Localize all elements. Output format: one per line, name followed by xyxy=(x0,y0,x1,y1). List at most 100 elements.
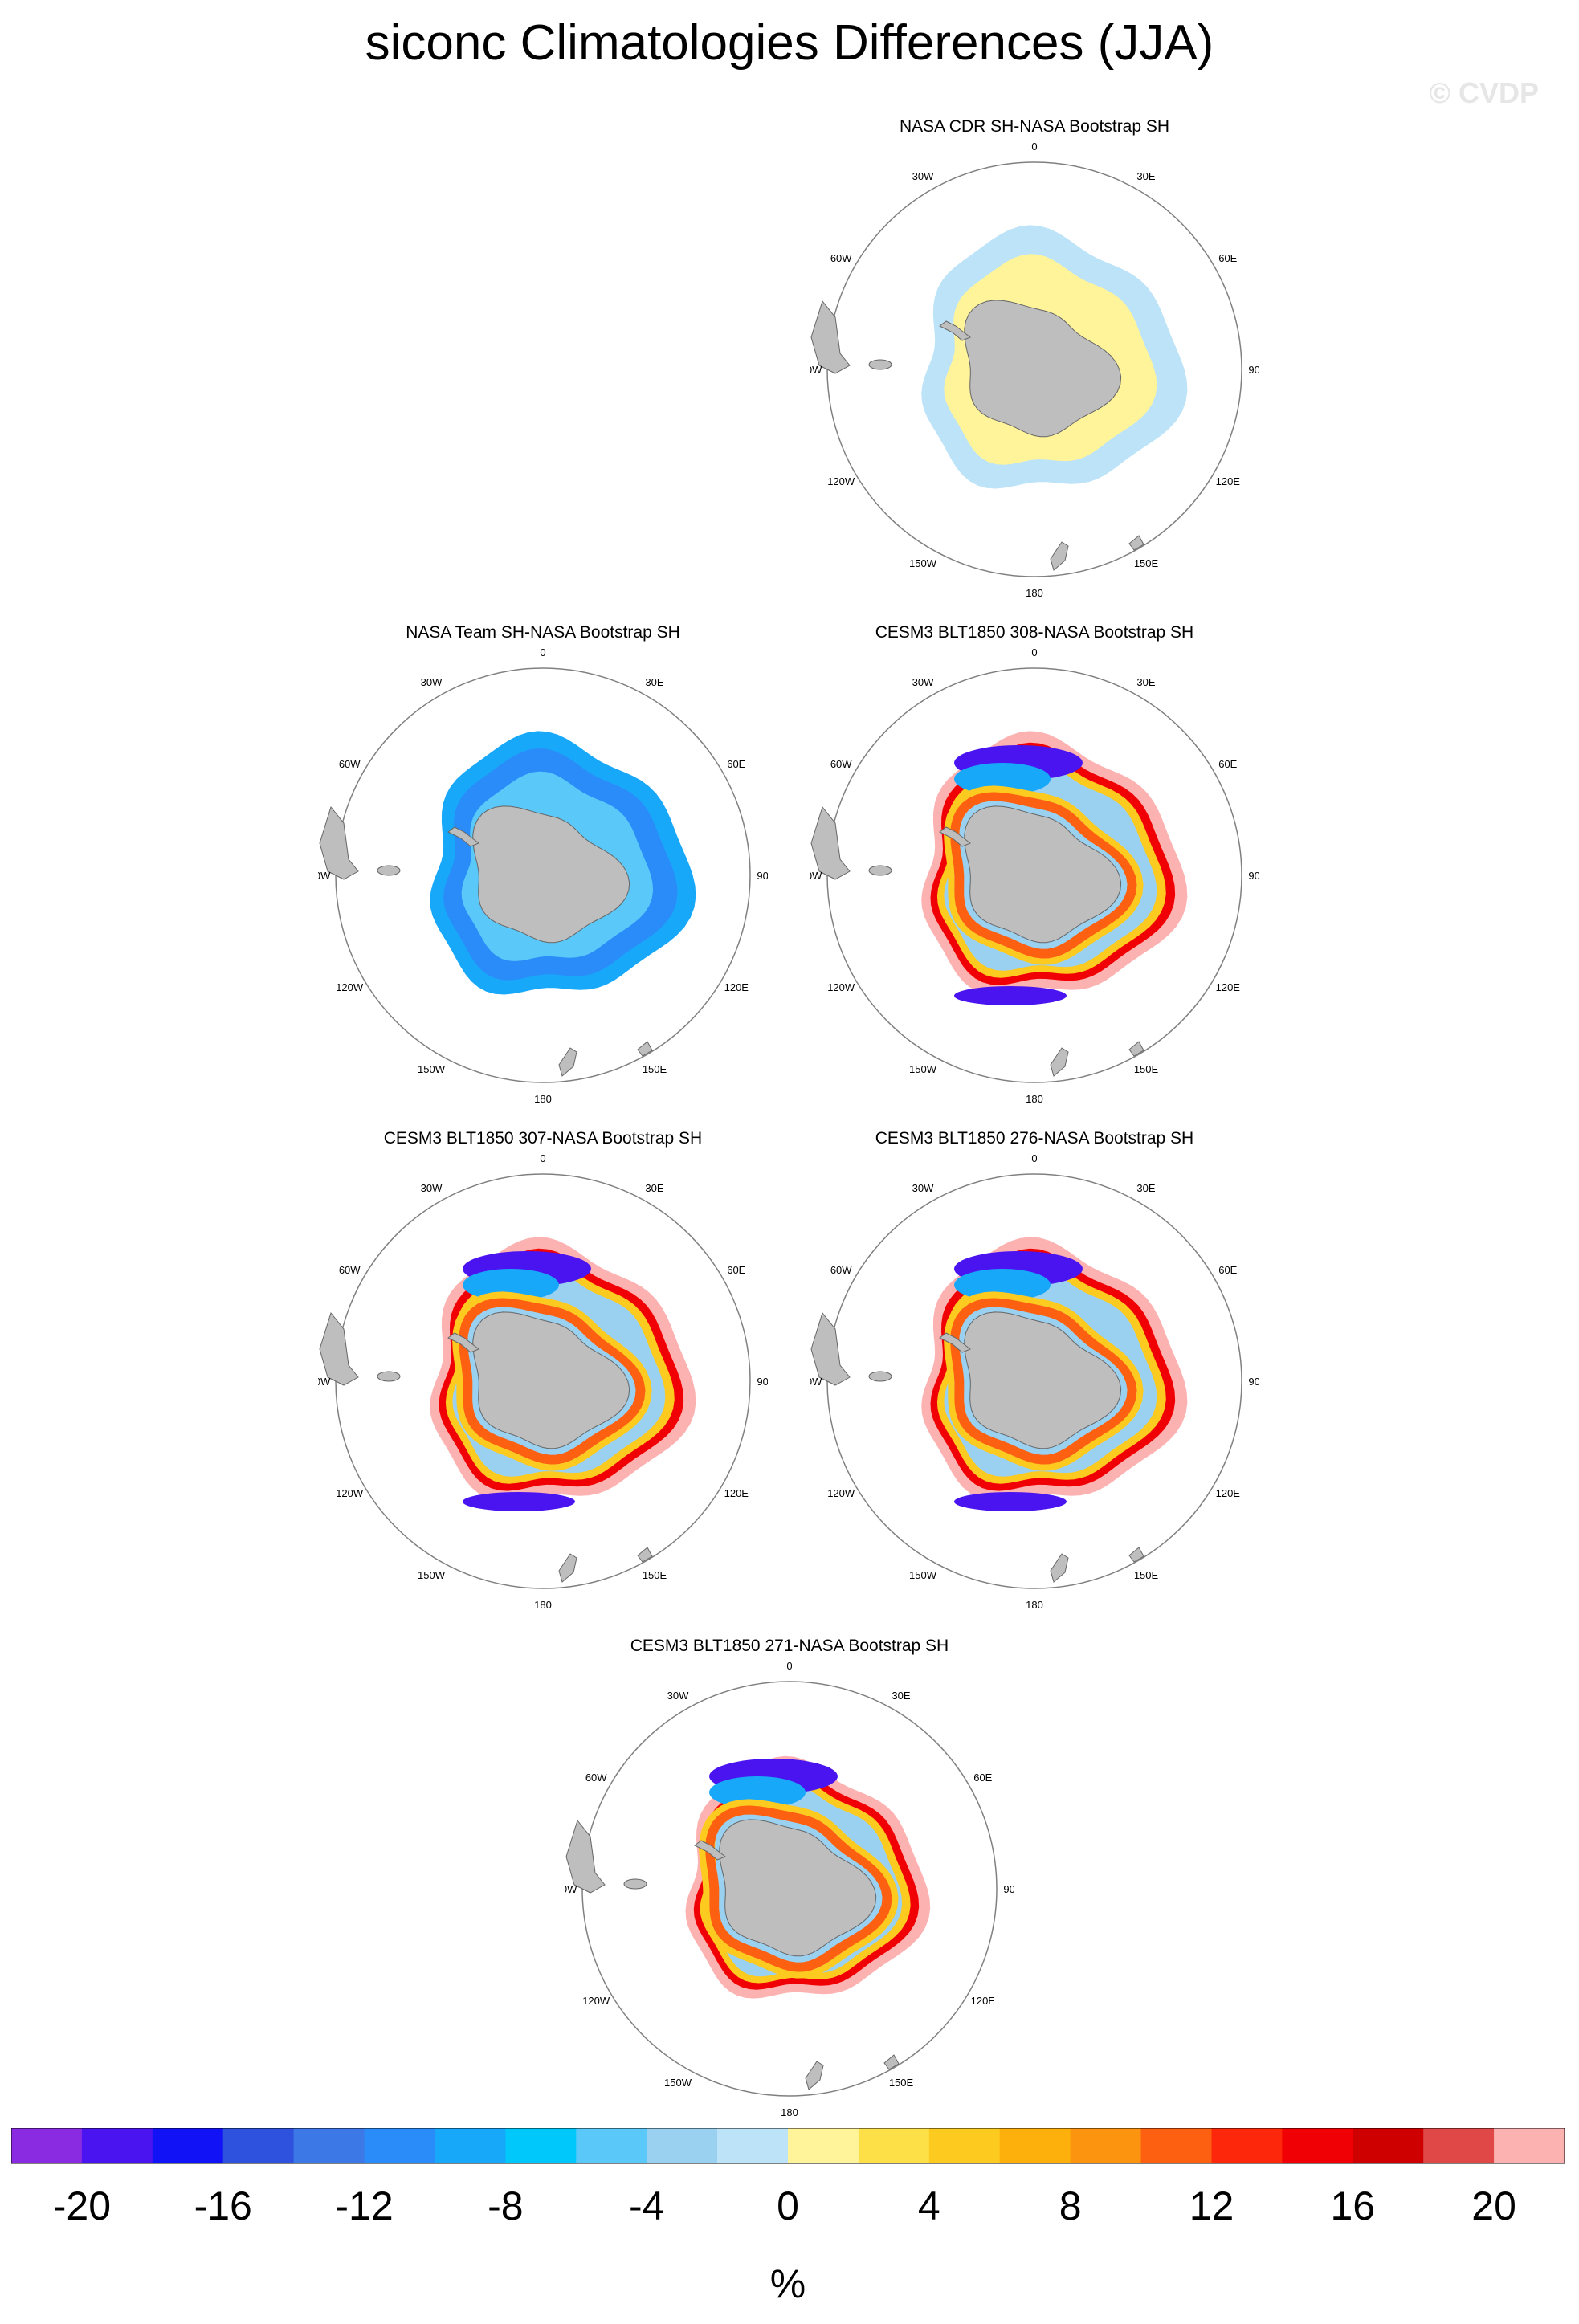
longitude-label: 30W xyxy=(912,676,934,688)
antarctic-peninsula xyxy=(939,1332,971,1353)
longitude-label: 30E xyxy=(892,1690,910,1702)
longitude-label: 180 xyxy=(534,1093,552,1105)
longitude-label: 180 xyxy=(534,1599,552,1611)
longitude-label: 120E xyxy=(724,981,749,993)
longitude-label: 90W xyxy=(810,1376,822,1388)
new-zealand-landmass xyxy=(558,1047,577,1077)
colorbar-swatch xyxy=(1494,2128,1565,2163)
antarctic-peninsula xyxy=(447,826,479,847)
tasmania-landmass xyxy=(883,2054,900,2070)
longitude-label: 60W xyxy=(339,1264,361,1276)
longitude-label: 120E xyxy=(971,1995,996,2007)
longitude-label: 150W xyxy=(418,1569,446,1581)
antarctic-peninsula xyxy=(694,1840,726,1861)
colorbar-swatch xyxy=(1282,2128,1353,2163)
falkland-islands xyxy=(868,865,892,876)
south-america-landmass xyxy=(319,805,359,880)
colorbar-border xyxy=(11,2128,1565,2164)
ross-sea-negative-anomaly xyxy=(463,1492,575,1511)
longitude-label: 120W xyxy=(582,1995,610,2007)
antarctic-peninsula xyxy=(939,320,971,341)
longitude-label: 60E xyxy=(1218,252,1237,264)
colorbar-swatch xyxy=(1353,2128,1424,2163)
longitude-label: 90W xyxy=(318,1376,331,1388)
south-america-landmass xyxy=(810,805,851,880)
longitude-label: 150W xyxy=(909,1569,937,1581)
longitude-label: 120W xyxy=(827,981,855,993)
coastal-positive-anomaly xyxy=(704,1804,892,1972)
colorbar-tick-label: -4 xyxy=(629,2183,664,2228)
longitude-label: 150W xyxy=(909,557,937,569)
panel-title: CESM3 BLT1850 276-NASA Bootstrap SH xyxy=(875,1129,1194,1148)
longitude-label: 120W xyxy=(336,981,364,993)
tasmania-landmass xyxy=(1128,1547,1144,1563)
south-america-landmass xyxy=(319,1311,359,1386)
longitude-label: 120E xyxy=(1216,475,1241,487)
antarctica-landmass xyxy=(964,1311,1122,1449)
longitude-label: 60W xyxy=(585,1772,607,1784)
colorbar-swatch xyxy=(364,2128,435,2163)
longitude-label: 30W xyxy=(667,1690,689,1702)
longitude-label: 30W xyxy=(912,1182,934,1194)
colorbar-swatch xyxy=(152,2128,224,2163)
colorbar-tick-label: -16 xyxy=(194,2183,252,2228)
coastal-positive-anomaly xyxy=(949,791,1137,959)
longitude-label: 150W xyxy=(664,2077,692,2089)
longitude-label: 180 xyxy=(1026,587,1043,599)
map-panel-nasa-cdr: NASA CDR SH-NASA Bootstrap SH 0 30E 60E 90E… xyxy=(810,117,1259,631)
falkland-islands xyxy=(377,865,401,876)
weddell-sea-anomaly-band xyxy=(954,763,1051,795)
longitude-label: 30W xyxy=(421,1182,443,1194)
south-america-landmass xyxy=(810,300,851,374)
longitude-label: 90E xyxy=(1248,870,1259,882)
colorbar-swatch xyxy=(505,2128,577,2163)
weddell-sea-anomaly-band xyxy=(954,1269,1051,1301)
longitude-label: 60W xyxy=(339,758,361,770)
colorbar-swatch xyxy=(1070,2128,1141,2163)
longitude-label: 60E xyxy=(1218,1264,1237,1276)
longitude-label: 60W xyxy=(830,758,852,770)
colorbar-swatch xyxy=(1211,2128,1283,2163)
longitude-label: 90W xyxy=(810,870,822,882)
map-panel-cesm3-308: CESM3 BLT1850 308-NASA Bootstrap SH 0 30E… xyxy=(810,623,1259,1137)
longitude-label: 150E xyxy=(1134,1569,1159,1581)
coastal-positive-anomaly-outer xyxy=(452,1291,652,1471)
falkland-islands xyxy=(868,359,892,370)
antarctic-peninsula xyxy=(447,1332,479,1353)
colorbar-tick-label: 4 xyxy=(918,2183,940,2228)
longitude-label: 60W xyxy=(830,1264,852,1276)
falkland-islands xyxy=(623,1878,647,1890)
map-panel-cesm3-276: CESM3 BLT1850 276-NASA Bootstrap SH 0 30E… xyxy=(810,1129,1259,1643)
tasmania-landmass xyxy=(1128,535,1144,551)
coastal-positive-anomaly-outer xyxy=(944,785,1144,965)
copyright-watermark: © CVDP xyxy=(1429,76,1539,109)
longitude-label: 30W xyxy=(912,170,934,182)
colorbar-swatch xyxy=(858,2128,930,2163)
longitude-label: 90E xyxy=(757,1376,768,1388)
longitude-label: 0 xyxy=(540,1152,545,1164)
colorbar-swatches: -20 -16 -12 -8 -4 0 4 8 12 16 20 xyxy=(11,2128,1565,2228)
longitude-label: 120E xyxy=(1216,1487,1241,1499)
polar-map: 0 30E 60E 90E 120E 150E 180 150W 120W 90W 60W 30W xyxy=(810,646,1259,1105)
colorbar-swatch xyxy=(576,2128,647,2163)
colorbar-unit: % xyxy=(769,2261,806,2306)
panel-title: NASA Team SH-NASA Bootstrap SH xyxy=(406,623,680,642)
tasmania-landmass xyxy=(1128,1041,1144,1057)
antarctica-landmass xyxy=(964,300,1122,438)
colorbar-tick-label: -20 xyxy=(53,2183,111,2228)
longitude-label: 0 xyxy=(786,1660,792,1672)
longitude-label: 150E xyxy=(889,2077,914,2089)
coastal-positive-anomaly-outer xyxy=(944,1291,1144,1471)
longitude-label: 120W xyxy=(336,1487,364,1499)
longitude-label: 120E xyxy=(1216,981,1241,993)
colorbar-tick-label: 0 xyxy=(777,2183,799,2228)
longitude-label: 30E xyxy=(1136,676,1155,688)
longitude-label: 0 xyxy=(540,646,545,658)
longitude-label: 90W xyxy=(318,870,331,882)
colorbar-tick-label: 12 xyxy=(1189,2183,1234,2228)
antarctica-landmass xyxy=(964,805,1122,944)
tasmania-landmass xyxy=(637,1547,653,1563)
coastal-positive-anomaly xyxy=(949,1297,1137,1465)
longitude-label: 30E xyxy=(645,1182,663,1194)
south-america-landmass xyxy=(565,1819,606,1894)
